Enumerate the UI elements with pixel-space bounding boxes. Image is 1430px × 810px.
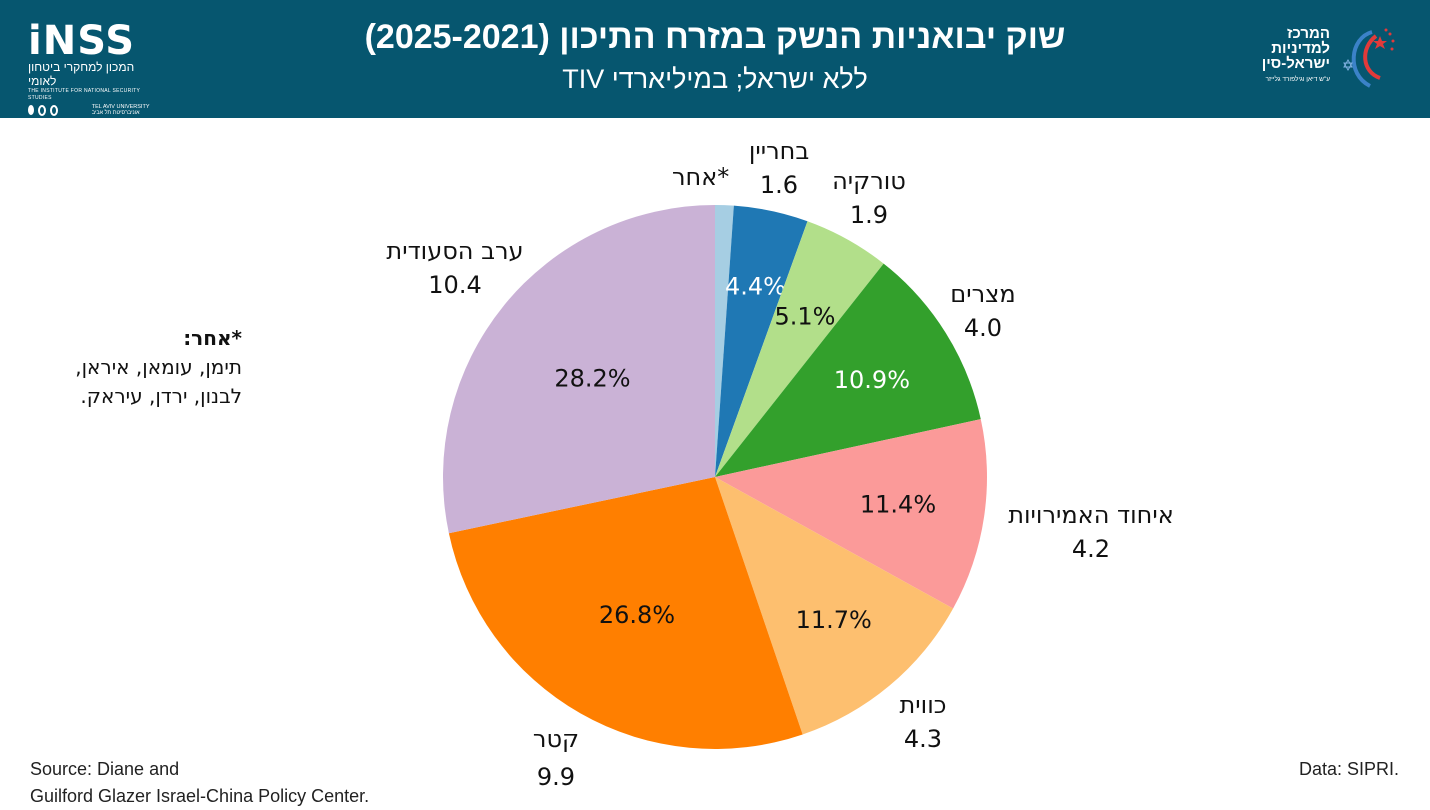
- glazer-center-logo: המרכז למדיניות ישראל-סין ע"ש דיאן וגילפו…: [1248, 26, 1398, 92]
- pie-percent-label-turkey: 5.1%: [774, 302, 835, 330]
- source-line1: Source: Diane and: [30, 759, 180, 779]
- source-note: Source: Diane and Guilford Glazer Israel…: [30, 756, 369, 810]
- data-source: Data: SIPRI.: [1298, 759, 1399, 779]
- page-title: שוק יבואניות הנשק במזרח התיכון (2025-202…: [364, 18, 1066, 56]
- slice-value-uae: 4.2: [1071, 535, 1111, 563]
- center-logo-text: המרכז למדיניות ישראל-סין: [1248, 26, 1330, 71]
- slice-name-turkey: טורקיה: [832, 167, 906, 195]
- gear-icon: [49, 104, 58, 116]
- footnote-line1: תימן, עומאן, איראן,: [75, 355, 242, 379]
- source-line2: Guilford Glazer Israel-China Policy Cent…: [30, 786, 370, 806]
- slice-name-uae: איחוד האמירויות: [1008, 501, 1174, 529]
- slice-name-saudi: ערב הסעודית: [386, 237, 524, 265]
- slice-label-qatar: קטר 9.9: [516, 720, 596, 796]
- pie-percent-label-uae: 11.4%: [860, 491, 936, 519]
- slice-name-other: *אחר: [672, 163, 730, 191]
- center-logo-subtitle: ע"ש דיאן וגילפורד גלייזר: [1265, 76, 1331, 83]
- inss-logo-footer: TEL AVIV UNIVERSITY אוניברסיטת תל אביב: [28, 104, 153, 116]
- slice-label-bahrain: בחריין 1.6: [742, 134, 816, 202]
- slice-value-kuwait: 4.3: [903, 725, 943, 753]
- slice-name-egypt: מצרים: [950, 280, 1016, 308]
- inss-logo: iNSS המכון למחקרי ביטחון לאומי THE INSTI…: [28, 18, 153, 116]
- pie-slice-uae: [715, 419, 987, 609]
- inss-logo-english: THE INSTITUTE FOR NATIONAL SECURITY STUD…: [28, 88, 141, 101]
- slice-value-turkey: 1.9: [849, 201, 889, 229]
- slice-value-qatar: 9.9: [536, 763, 576, 791]
- pie-slice-turkey: [715, 221, 884, 477]
- pie-slice-qatar: [448, 477, 803, 750]
- slice-name-qatar: קטר: [532, 725, 580, 753]
- slice-name-kuwait: כווית: [899, 691, 947, 719]
- pie-percent-label-qatar: 26.8%: [599, 601, 675, 629]
- pie-percent-label-kuwait: 11.7%: [796, 606, 872, 634]
- inss-logo-hebrew: המכון למחקרי ביטחון לאומי: [28, 60, 135, 88]
- slice-label-kuwait: כווית 4.3: [880, 688, 966, 756]
- page-subtitle: ללא ישראל; במיליארדי TIV: [562, 64, 868, 94]
- slice-label-saudi: ערב הסעודית 10.4: [378, 234, 532, 302]
- pie-percent-label-saudi: 28.2%: [554, 365, 630, 393]
- slice-value-saudi: 10.4: [428, 271, 482, 299]
- slice-value-egypt: 4.0: [963, 314, 1003, 342]
- crescent-star-icon: [1343, 28, 1395, 88]
- slice-name-bahrain: בחריין: [748, 137, 810, 165]
- pie-slice-other: [715, 205, 734, 477]
- slice-value-bahrain: 1.6: [759, 171, 799, 199]
- center-logo-line2: למדיניות: [1271, 40, 1330, 57]
- pie-slice-egypt: [715, 263, 981, 477]
- dot-icon: [28, 105, 34, 115]
- inss-logo-word: iNSS: [28, 18, 136, 64]
- header-bar: iNSS המכון למחקרי ביטחון לאומי THE INSTI…: [0, 0, 1430, 118]
- other-footnote: *אחר: תימן, עומאן, איראן, לבנון, ירדן, ע…: [75, 324, 242, 411]
- pie-slice-saudi: [443, 205, 715, 534]
- center-logo-line3: ישראל-סין: [1261, 55, 1330, 72]
- slice-label-other: *אחר: [672, 160, 729, 194]
- slice-label-turkey: טורקיה 1.9: [826, 164, 912, 232]
- pie-slice-kuwait: [715, 477, 954, 735]
- ring-icon: [37, 104, 46, 116]
- footnote-heading: *אחר:: [183, 326, 242, 350]
- footnote-line2: לבנון, ירדן, עיראק.: [80, 384, 242, 408]
- tau-logo-text: TEL AVIV UNIVERSITY אוניברסיטת תל אביב: [91, 104, 150, 116]
- center-logo-line1: המרכז: [1286, 25, 1330, 42]
- pie-percent-label-egypt: 10.9%: [834, 366, 910, 394]
- pie-percent-label-bahrain: 4.4%: [725, 272, 786, 300]
- pie-slice-bahrain: [715, 205, 808, 478]
- slice-label-egypt: מצרים 4.0: [940, 277, 1026, 345]
- slice-label-uae: איחוד האמירויות 4.2: [996, 498, 1186, 566]
